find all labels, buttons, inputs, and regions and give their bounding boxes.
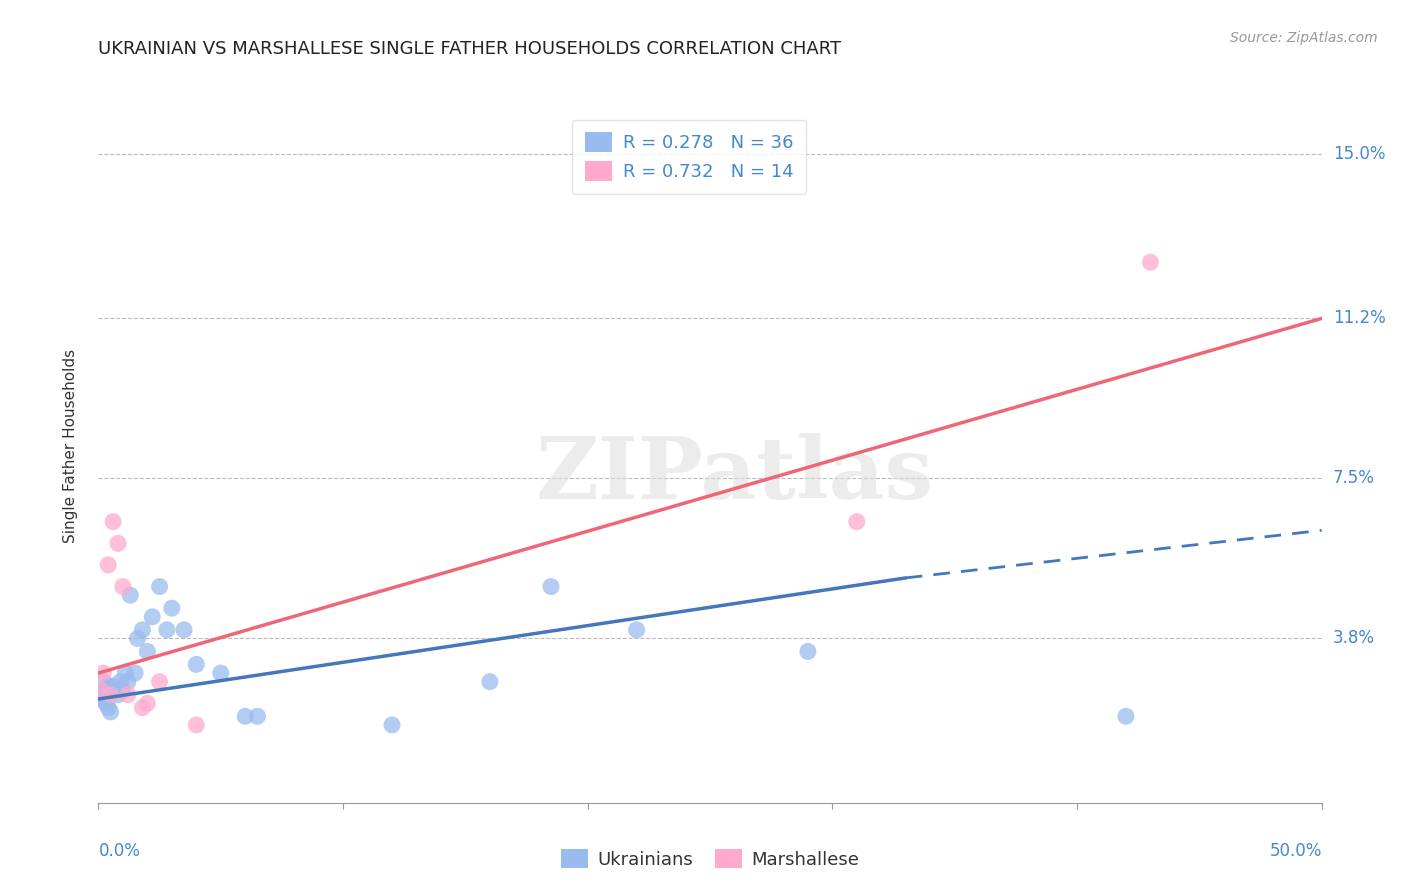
Point bbox=[90, 688, 112, 702]
Point bbox=[97, 558, 120, 572]
Point bbox=[173, 623, 195, 637]
Point bbox=[149, 580, 172, 594]
Point bbox=[100, 688, 122, 702]
Point bbox=[246, 709, 269, 723]
Point bbox=[845, 515, 868, 529]
Text: 50.0%: 50.0% bbox=[1270, 842, 1322, 860]
Text: 0.0%: 0.0% bbox=[98, 842, 141, 860]
Point bbox=[111, 580, 134, 594]
Point bbox=[91, 692, 114, 706]
Point bbox=[478, 674, 501, 689]
Point bbox=[90, 683, 112, 698]
Point bbox=[626, 623, 648, 637]
Point bbox=[131, 623, 153, 637]
Point bbox=[107, 688, 129, 702]
Point bbox=[97, 700, 120, 714]
Point bbox=[160, 601, 183, 615]
Point bbox=[107, 536, 129, 550]
Point bbox=[233, 709, 256, 723]
Point bbox=[156, 623, 179, 637]
Point bbox=[131, 700, 153, 714]
Point bbox=[1115, 709, 1137, 723]
Text: UKRAINIAN VS MARSHALLESE SINGLE FATHER HOUSEHOLDS CORRELATION CHART: UKRAINIAN VS MARSHALLESE SINGLE FATHER H… bbox=[98, 40, 842, 58]
Point bbox=[149, 674, 172, 689]
Point bbox=[100, 688, 122, 702]
Point bbox=[117, 674, 139, 689]
Point bbox=[104, 683, 127, 698]
Y-axis label: Single Father Households: Single Father Households bbox=[63, 349, 77, 543]
Legend: Ukrainians, Marshallese: Ukrainians, Marshallese bbox=[554, 841, 866, 876]
Point bbox=[797, 644, 820, 658]
Point bbox=[120, 588, 142, 602]
Text: 3.8%: 3.8% bbox=[1333, 630, 1375, 648]
Point bbox=[94, 683, 117, 698]
Point bbox=[117, 688, 139, 702]
Text: ZIPatlas: ZIPatlas bbox=[536, 433, 934, 516]
Point bbox=[540, 580, 562, 594]
Text: 11.2%: 11.2% bbox=[1333, 310, 1385, 327]
Point bbox=[100, 705, 122, 719]
Point bbox=[1139, 255, 1161, 269]
Point bbox=[136, 644, 159, 658]
Point bbox=[186, 718, 208, 732]
Point bbox=[110, 674, 132, 689]
Point bbox=[94, 696, 117, 710]
Point bbox=[111, 683, 134, 698]
Text: 15.0%: 15.0% bbox=[1333, 145, 1385, 163]
Point bbox=[97, 679, 120, 693]
Point bbox=[114, 666, 136, 681]
Point bbox=[209, 666, 232, 681]
Text: Source: ZipAtlas.com: Source: ZipAtlas.com bbox=[1230, 31, 1378, 45]
Point bbox=[101, 679, 124, 693]
Point bbox=[91, 666, 114, 681]
Point bbox=[381, 718, 404, 732]
Point bbox=[141, 610, 163, 624]
Point bbox=[101, 515, 124, 529]
Point bbox=[186, 657, 208, 672]
Point bbox=[91, 674, 114, 689]
Point bbox=[136, 696, 159, 710]
Point bbox=[124, 666, 146, 681]
Point bbox=[127, 632, 149, 646]
Text: 7.5%: 7.5% bbox=[1333, 469, 1375, 487]
